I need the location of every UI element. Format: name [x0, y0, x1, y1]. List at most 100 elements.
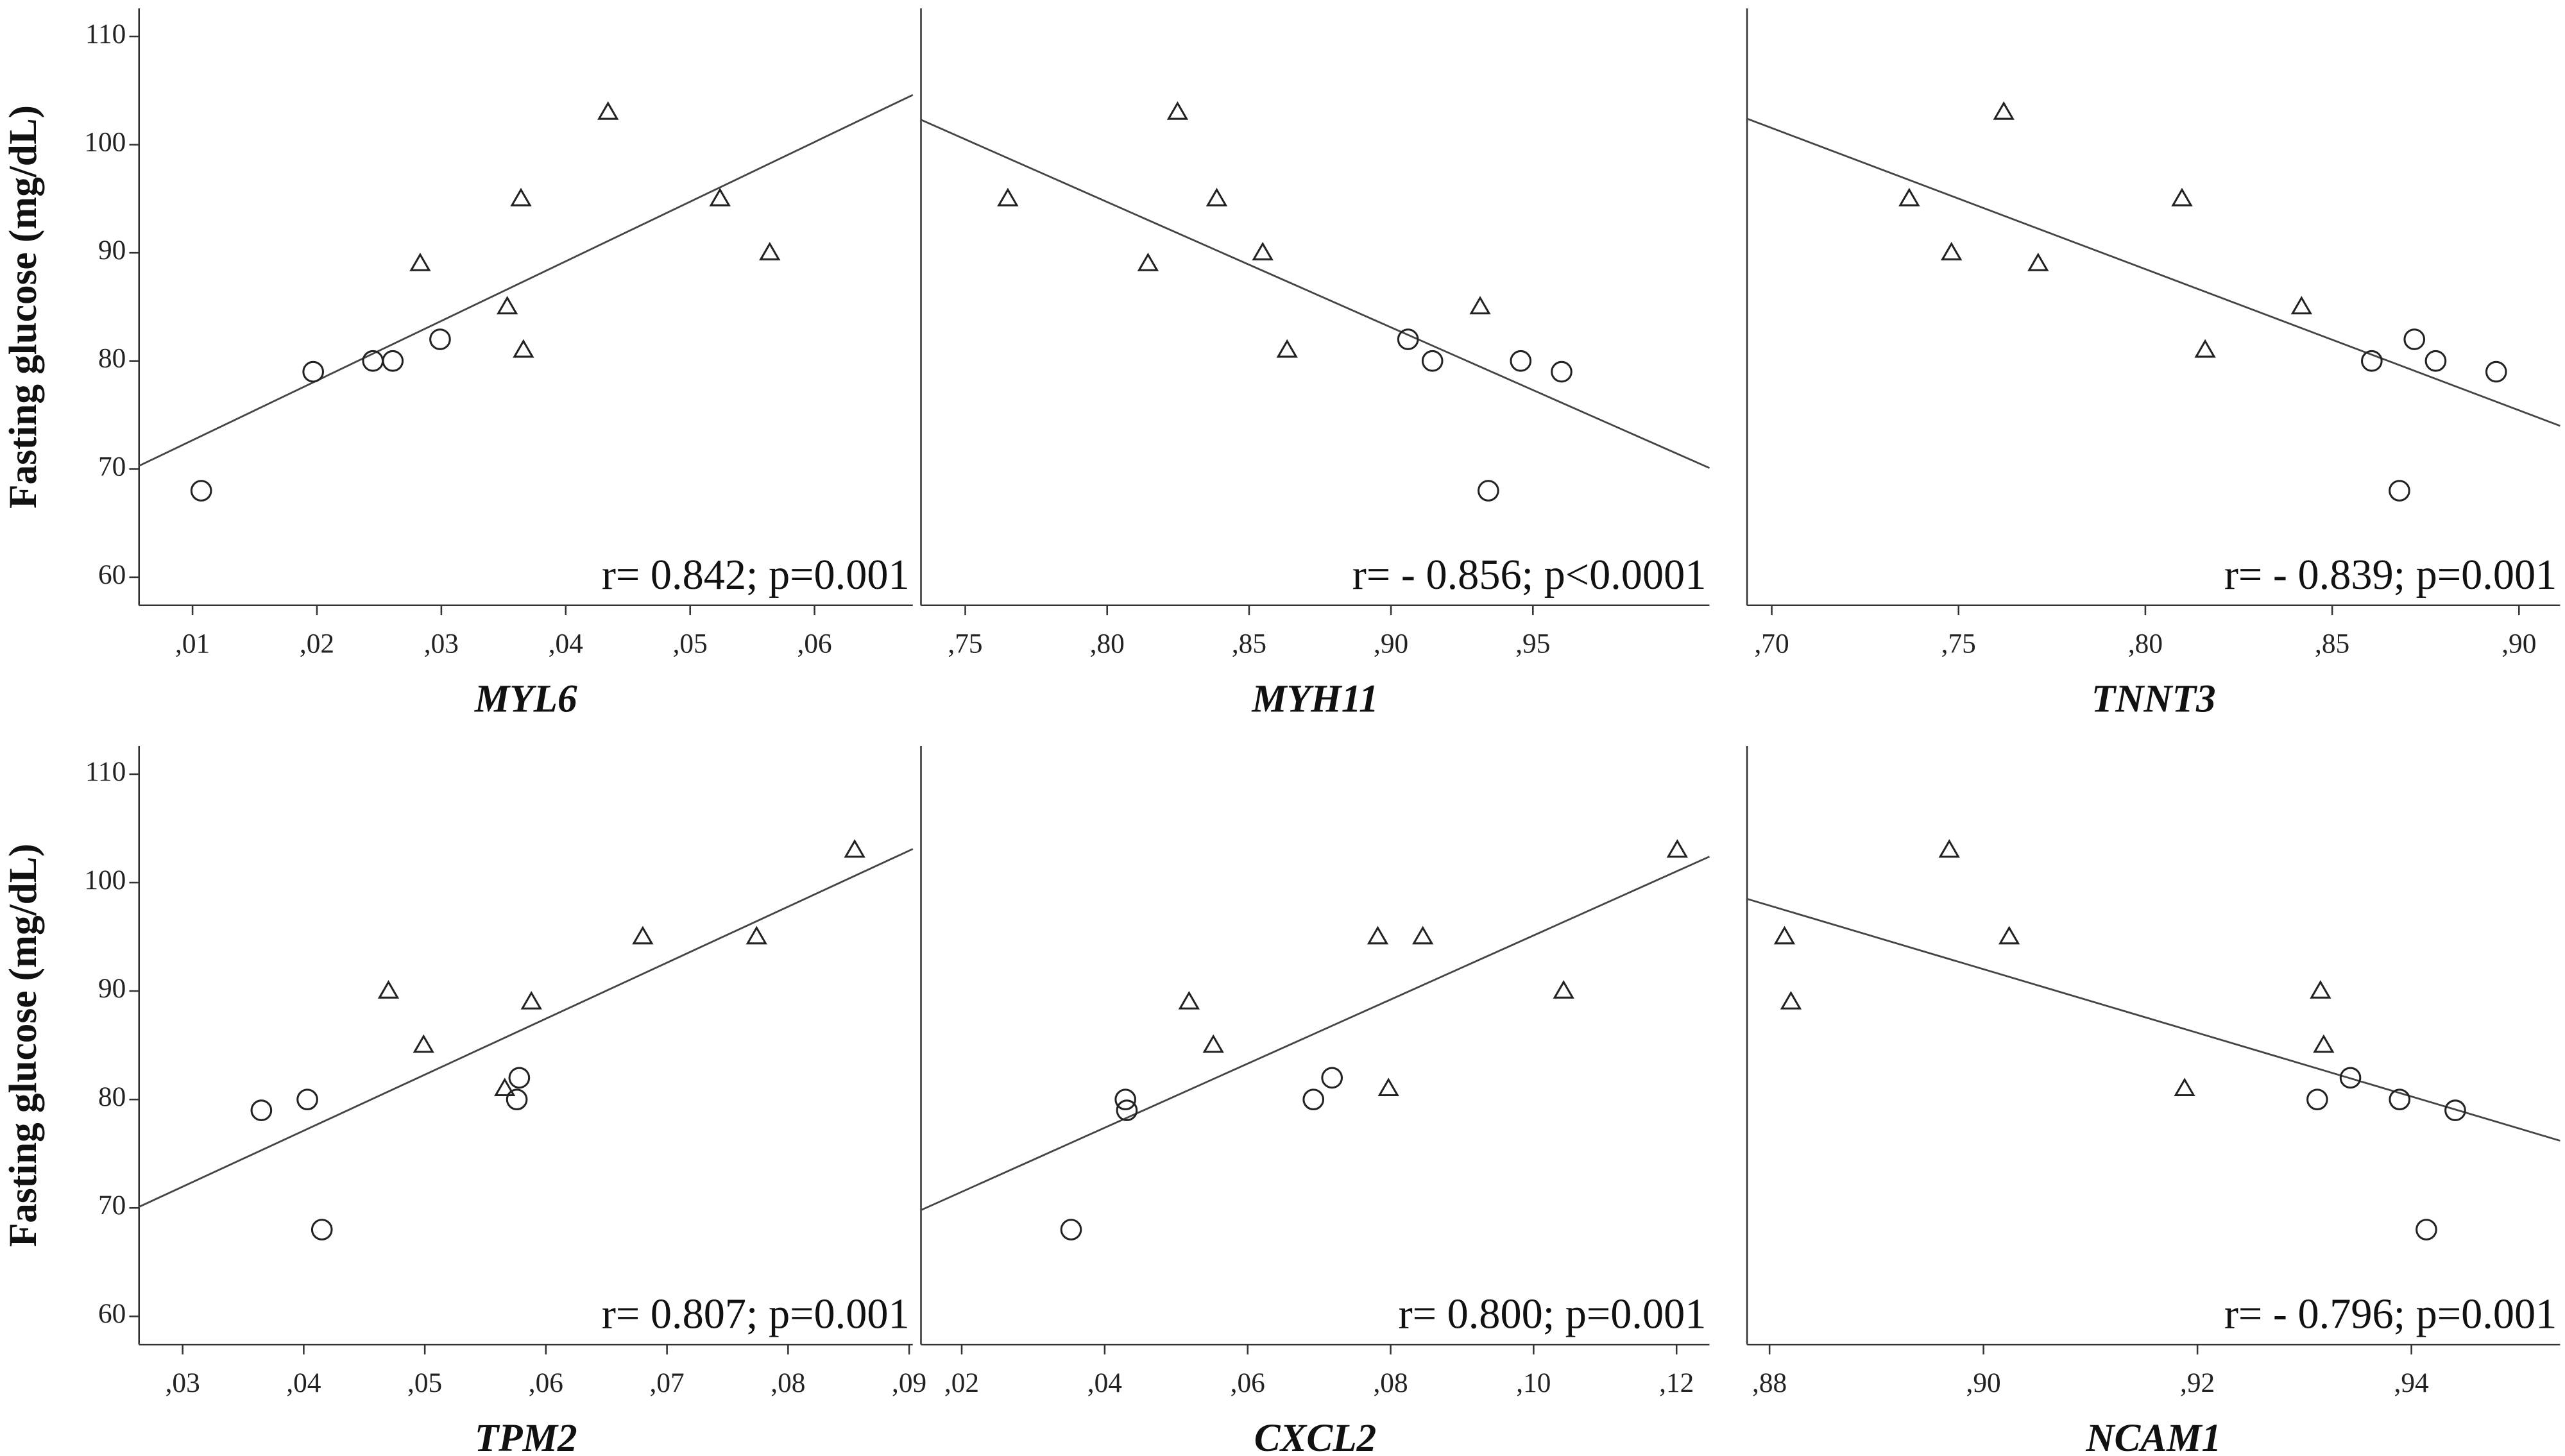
point-circle — [1302, 1088, 1325, 1111]
point-triangle — [510, 187, 532, 207]
x-tick-label: ,01 — [175, 628, 210, 659]
x-tick-label: ,05 — [673, 628, 708, 659]
point-triangle — [1993, 101, 2015, 120]
point-circle — [250, 1099, 273, 1121]
point-circle — [1510, 350, 1532, 372]
point-triangle — [1469, 296, 1491, 315]
x-axis-label: MYL6 — [474, 677, 577, 721]
trend-line — [139, 94, 914, 467]
x-axis-label: CXCL2 — [1254, 1416, 1376, 1456]
point-triangle — [1178, 990, 1200, 1010]
y-tick-label: 110 — [85, 19, 126, 49]
point-triangle — [494, 1078, 516, 1097]
annotation: r= - 0.796; p=0.001 — [2224, 1291, 2557, 1338]
y-tick-label: 60 — [98, 1298, 126, 1329]
annotation: r= - 0.839; p=0.001 — [2224, 552, 2557, 598]
point-triangle — [1367, 926, 1389, 945]
x-tick-label: ,88 — [1752, 1367, 1787, 1398]
y-tick-label: 90 — [98, 235, 126, 266]
point-circle — [311, 1219, 333, 1240]
x-tick-label: ,05 — [407, 1367, 442, 1398]
x-tick-label: ,03 — [424, 628, 459, 659]
point-circle — [296, 1088, 318, 1111]
trend-line — [920, 119, 1710, 469]
point-circle — [1421, 350, 1444, 372]
point-circle — [302, 360, 325, 383]
x-tick-label: ,06 — [1231, 1367, 1265, 1398]
point-triangle — [520, 990, 542, 1010]
point-circle — [2306, 1088, 2328, 1111]
y-tick-label: 90 — [98, 973, 126, 1004]
point-triangle — [1898, 187, 1920, 207]
y-tick-label: 80 — [98, 1081, 126, 1112]
point-circle — [2403, 328, 2426, 350]
x-tick-label: ,04 — [286, 1367, 321, 1398]
point-circle — [2416, 1219, 2437, 1240]
point-triangle — [496, 296, 518, 315]
annotation: r= 0.807; p=0.001 — [602, 1291, 910, 1338]
point-circle — [382, 350, 404, 372]
x-tick-label: ,03 — [166, 1367, 200, 1398]
y-tick-label: 110 — [85, 756, 126, 787]
point-circle — [190, 480, 212, 502]
x-tick-label: ,09 — [892, 1367, 926, 1398]
point-circle — [1478, 480, 1499, 502]
point-circle — [2339, 1067, 2362, 1089]
point-circle — [2444, 1099, 2466, 1121]
point-triangle — [413, 1034, 434, 1053]
x-axis-label: MYH11 — [1251, 677, 1378, 721]
point-triangle — [2310, 980, 2331, 999]
x-tick-label: ,04 — [1087, 1367, 1122, 1398]
x-tick-label: ,85 — [2315, 628, 2349, 659]
point-triangle — [759, 242, 781, 260]
trend-line — [1746, 898, 2561, 1142]
point-circle — [429, 328, 451, 350]
x-tick-label: ,06 — [797, 628, 831, 659]
trend-line — [139, 848, 914, 1208]
x-tick-label: ,80 — [2128, 628, 2163, 659]
y-axis-label: Fasting glucose (mg/dL) — [1, 843, 45, 1247]
x-tick-label: ,92 — [2180, 1367, 2215, 1398]
point-circle — [2389, 480, 2410, 502]
point-circle — [1060, 1219, 1082, 1240]
y-tick-label: 100 — [84, 865, 126, 895]
x-tick-label: ,06 — [529, 1367, 563, 1398]
point-triangle — [1773, 926, 1796, 945]
point-circle — [1114, 1088, 1136, 1111]
annotation: r= 0.842; p=0.001 — [602, 552, 910, 598]
point-triangle — [1780, 990, 1802, 1010]
point-circle — [1321, 1067, 1343, 1089]
x-tick-label: ,75 — [948, 628, 982, 659]
point-triangle — [1252, 242, 1274, 260]
trend-line — [920, 856, 1710, 1211]
x-tick-label: ,12 — [1659, 1367, 1694, 1398]
point-circle — [2361, 350, 2383, 372]
point-triangle — [1137, 252, 1159, 271]
point-triangle — [1276, 339, 1298, 358]
x-axis-label: TPM2 — [475, 1416, 577, 1456]
y-tick-label: 80 — [98, 343, 126, 374]
x-tick-label: ,90 — [1374, 628, 1408, 659]
point-triangle — [1553, 980, 1574, 999]
point-triangle — [2027, 252, 2049, 271]
point-triangle — [2313, 1034, 2335, 1053]
y-tick-label: 100 — [84, 126, 126, 157]
point-triangle — [1998, 926, 2020, 945]
point-triangle — [1412, 926, 1434, 945]
y-axis-label: Fasting glucose (mg/dL) — [1, 105, 45, 509]
x-tick-label: ,08 — [1373, 1367, 1408, 1398]
x-tick-label: ,04 — [549, 628, 583, 659]
x-axis-label: NCAM1 — [2085, 1416, 2221, 1456]
point-circle — [1116, 1099, 1138, 1121]
annotation: r= - 0.856; p<0.0001 — [1352, 552, 1707, 598]
x-tick-label: ,90 — [2501, 628, 2536, 659]
point-triangle — [709, 187, 731, 207]
x-axis-label: TNNT3 — [2092, 677, 2216, 721]
point-circle — [1551, 360, 1572, 383]
point-triangle — [1166, 101, 1189, 120]
point-triangle — [746, 926, 767, 945]
x-tick-label: ,02 — [300, 628, 334, 659]
x-tick-label: ,80 — [1090, 628, 1125, 659]
